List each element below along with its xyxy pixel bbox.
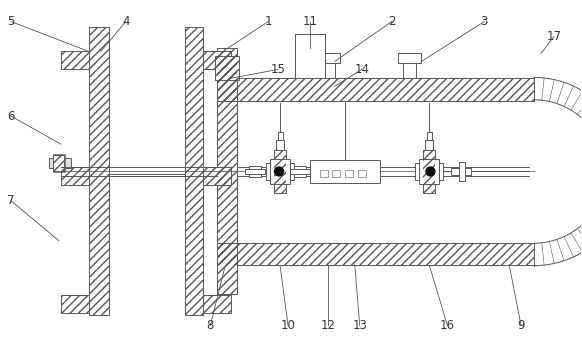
Bar bbox=[290, 169, 310, 174]
Bar bbox=[54, 154, 65, 172]
Bar bbox=[270, 159, 290, 184]
Bar bbox=[274, 150, 286, 193]
Bar bbox=[276, 139, 284, 150]
Bar bbox=[217, 243, 534, 265]
Text: 13: 13 bbox=[352, 319, 367, 332]
Bar bbox=[61, 167, 89, 185]
Bar bbox=[89, 27, 109, 315]
Bar bbox=[61, 296, 89, 313]
Bar bbox=[345, 169, 353, 177]
Bar bbox=[53, 154, 65, 172]
Bar bbox=[266, 163, 294, 180]
Bar bbox=[420, 159, 439, 184]
Bar bbox=[320, 169, 328, 177]
Bar bbox=[217, 48, 237, 101]
Text: 17: 17 bbox=[546, 30, 562, 43]
Bar bbox=[203, 167, 231, 185]
Bar bbox=[427, 132, 432, 139]
Bar bbox=[217, 57, 237, 265]
Bar bbox=[203, 167, 231, 185]
Bar bbox=[217, 48, 237, 101]
Bar bbox=[217, 78, 534, 101]
Bar bbox=[321, 54, 335, 78]
Bar bbox=[294, 165, 306, 177]
Circle shape bbox=[426, 167, 435, 176]
Bar bbox=[203, 51, 231, 70]
Text: 1: 1 bbox=[264, 15, 272, 28]
Text: 10: 10 bbox=[281, 319, 296, 332]
Text: 8: 8 bbox=[207, 319, 214, 332]
Text: 15: 15 bbox=[271, 63, 286, 76]
Bar bbox=[215, 57, 239, 80]
Bar bbox=[424, 150, 435, 193]
Bar bbox=[425, 139, 434, 150]
Text: 3: 3 bbox=[481, 15, 488, 28]
Bar bbox=[274, 150, 286, 193]
Bar bbox=[278, 132, 282, 139]
Bar bbox=[61, 51, 89, 70]
Bar bbox=[217, 243, 237, 295]
Bar bbox=[416, 163, 443, 180]
Bar bbox=[316, 54, 340, 63]
Text: 5: 5 bbox=[8, 15, 15, 28]
Bar bbox=[332, 169, 340, 177]
Bar bbox=[186, 27, 203, 315]
Bar bbox=[249, 165, 261, 177]
Bar bbox=[61, 296, 89, 313]
Bar bbox=[217, 57, 237, 265]
Bar bbox=[424, 150, 435, 193]
Bar bbox=[398, 54, 421, 63]
Bar bbox=[54, 154, 65, 172]
Bar bbox=[61, 51, 89, 70]
Circle shape bbox=[275, 167, 283, 176]
Text: 9: 9 bbox=[517, 319, 525, 332]
Bar bbox=[358, 169, 365, 177]
Text: 7: 7 bbox=[8, 194, 15, 207]
Bar bbox=[61, 167, 89, 185]
Bar bbox=[215, 57, 239, 80]
Text: 4: 4 bbox=[122, 15, 129, 28]
Bar bbox=[217, 78, 534, 101]
Bar bbox=[403, 54, 417, 78]
Bar bbox=[295, 33, 325, 78]
Bar bbox=[310, 160, 379, 183]
Text: 6: 6 bbox=[8, 110, 15, 123]
Bar bbox=[203, 296, 231, 313]
Bar bbox=[217, 243, 237, 295]
Text: 14: 14 bbox=[354, 63, 369, 76]
Text: 12: 12 bbox=[320, 319, 335, 332]
Bar bbox=[452, 167, 471, 176]
Text: 2: 2 bbox=[388, 15, 395, 28]
Bar bbox=[49, 158, 71, 168]
Bar bbox=[459, 162, 465, 181]
Bar bbox=[245, 169, 265, 174]
Text: 16: 16 bbox=[440, 319, 455, 332]
Bar bbox=[203, 296, 231, 313]
Text: 11: 11 bbox=[303, 15, 317, 28]
Bar bbox=[217, 243, 534, 265]
Bar bbox=[203, 51, 231, 70]
Bar bbox=[89, 27, 109, 315]
Bar bbox=[186, 27, 203, 315]
